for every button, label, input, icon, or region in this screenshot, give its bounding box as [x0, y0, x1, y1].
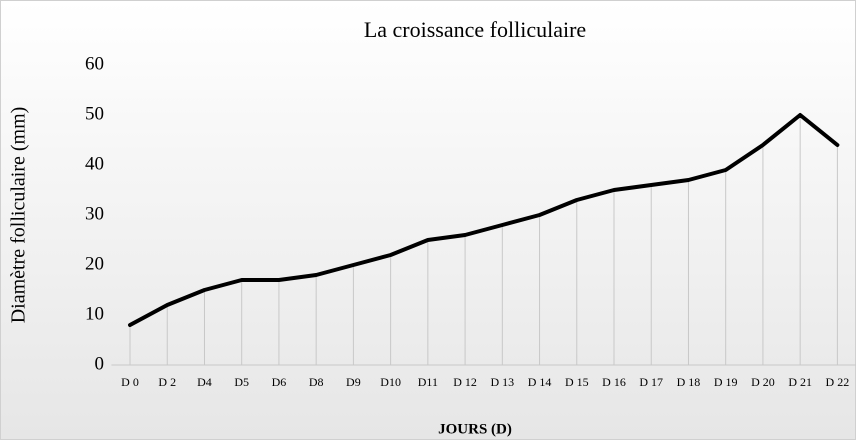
x-axis-label: JOURS (D) [438, 421, 512, 437]
y-tick-label: 40 [85, 153, 104, 174]
x-tick-label: D 14 [528, 375, 552, 389]
x-tick-label: D 12 [453, 375, 477, 389]
x-tick-label: D 21 [788, 375, 812, 389]
x-tick-label: D 15 [565, 375, 589, 389]
y-tick-label: 0 [95, 353, 105, 374]
x-tick-label: D 16 [602, 375, 626, 389]
x-tick-label: D 2 [158, 375, 176, 389]
x-tick-label: D 19 [714, 375, 738, 389]
x-tick-label: D 18 [677, 375, 701, 389]
x-tick-label: D6 [272, 375, 287, 389]
chart-title: La croissance folliculaire [364, 17, 586, 42]
x-tick-label: D 0 [121, 375, 139, 389]
x-tick-label: D11 [418, 375, 438, 389]
x-tick-label: D10 [380, 375, 401, 389]
x-tick-label: D8 [309, 375, 324, 389]
y-tick-label: 60 [85, 53, 104, 74]
x-tick-label: D5 [234, 375, 249, 389]
x-tick-label: D 20 [751, 375, 775, 389]
x-tick-label: D9 [346, 375, 361, 389]
y-axis-label: Diamètre folliculaire (mm) [8, 107, 30, 324]
y-tick-label: 30 [85, 203, 104, 224]
y-tick-label: 10 [85, 303, 104, 324]
y-tick-label: 50 [85, 103, 104, 124]
y-tick-label: 20 [85, 253, 104, 274]
x-tick-label: D 22 [826, 375, 850, 389]
x-tick-label: D 13 [490, 375, 514, 389]
x-tick-label: D4 [197, 375, 212, 389]
data-line [128, 113, 840, 327]
x-tick-label: D 17 [639, 375, 663, 389]
